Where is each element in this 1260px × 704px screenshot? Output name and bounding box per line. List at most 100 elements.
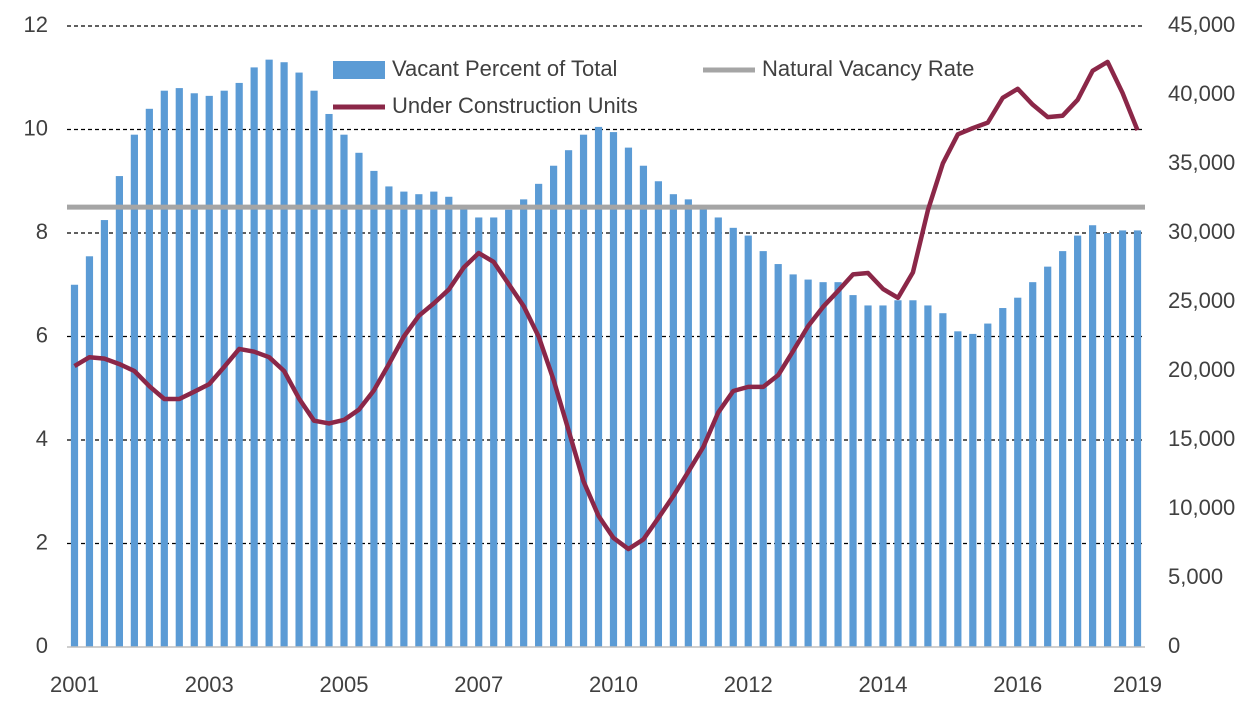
y2-tick-label: 20,000: [1168, 357, 1235, 382]
bar: [759, 251, 767, 648]
bar: [1133, 230, 1142, 647]
bar: [1088, 225, 1097, 648]
bar: [894, 300, 902, 647]
bar: [774, 264, 782, 647]
x-tick-label: 2016: [993, 672, 1042, 697]
bar: [969, 333, 977, 647]
bar: [235, 82, 243, 648]
x-tick-label: 2005: [320, 672, 369, 697]
bar: [475, 217, 483, 647]
x-tick-label: 2019: [1113, 672, 1162, 697]
y-tick-label: 8: [36, 219, 48, 244]
bar: [954, 331, 962, 647]
bar: [864, 305, 872, 647]
bar: [145, 108, 153, 648]
bar: [924, 305, 932, 647]
bar: [594, 126, 603, 648]
bar: [789, 274, 797, 647]
bar: [370, 170, 378, 647]
y2-tick-label: 5,000: [1168, 564, 1223, 589]
bar: [445, 196, 453, 647]
legend-label: Natural Vacancy Rate: [762, 56, 974, 81]
y2-tick-label: 0: [1168, 633, 1180, 658]
y2-tick-label: 35,000: [1168, 150, 1235, 175]
bar: [819, 282, 827, 647]
bar: [400, 191, 408, 647]
bar: [1044, 266, 1052, 647]
legend-label: Under Construction Units: [392, 93, 638, 118]
bar: [744, 235, 752, 647]
bar: [1029, 282, 1037, 647]
y-tick-label: 10: [24, 115, 48, 140]
bar: [70, 284, 79, 647]
bar: [175, 88, 183, 648]
x-tick-label: 2012: [724, 672, 773, 697]
bar: [804, 279, 812, 647]
x-tick-label: 2003: [185, 672, 234, 697]
bar: [385, 186, 393, 648]
y2-tick-label: 10,000: [1168, 495, 1235, 520]
bar: [1103, 233, 1112, 647]
y-tick-label: 12: [24, 12, 48, 37]
bar: [355, 152, 363, 647]
bar: [340, 134, 348, 648]
x-tick-label: 2007: [454, 672, 503, 697]
bar: [460, 207, 468, 647]
bar: [984, 323, 992, 647]
bar: [1074, 235, 1082, 647]
y-tick-label: 4: [36, 426, 48, 451]
bar: [430, 191, 438, 647]
legend-swatch: [333, 61, 385, 79]
bar: [325, 113, 333, 648]
bar: [834, 282, 842, 647]
bar: [684, 199, 692, 648]
bar: [100, 220, 109, 647]
bar: [310, 90, 318, 647]
x-tick-label: 2001: [50, 672, 99, 697]
bar: [879, 305, 887, 647]
bar: [280, 62, 288, 648]
x-tick-label: 2014: [859, 672, 908, 697]
bar: [579, 134, 588, 648]
bar: [624, 147, 633, 648]
line: [73, 59, 1140, 552]
bar: [520, 199, 528, 648]
bar: [849, 295, 857, 647]
bar: [1014, 297, 1022, 647]
bar: [654, 181, 663, 647]
bar: [729, 227, 737, 647]
bar: [85, 256, 94, 647]
bar: [714, 217, 722, 647]
bar: [115, 176, 124, 647]
bar: [190, 93, 198, 647]
y2-tick-label: 40,000: [1168, 81, 1235, 106]
x-tick-label: 2010: [589, 672, 638, 697]
bar: [205, 95, 213, 648]
y2-tick-label: 25,000: [1168, 288, 1235, 313]
y2-tick-label: 45,000: [1168, 12, 1235, 37]
legend-label: Vacant Percent of Total: [392, 56, 617, 81]
y2-tick-label: 15,000: [1168, 426, 1235, 451]
bar: [1059, 251, 1067, 648]
bar: [415, 194, 423, 647]
bar: [939, 313, 947, 647]
y-tick-label: 0: [36, 633, 48, 658]
bar: [669, 194, 677, 647]
bar: [535, 183, 543, 647]
bar: [490, 217, 498, 647]
bar: [999, 308, 1007, 647]
bar: [549, 165, 558, 647]
bar: [505, 209, 513, 647]
bar: [609, 132, 618, 647]
bar: [699, 207, 707, 647]
y-tick-label: 2: [36, 529, 48, 554]
bar: [250, 67, 258, 647]
y2-tick-label: 30,000: [1168, 219, 1235, 244]
bar: [160, 90, 168, 647]
bar: [130, 134, 138, 648]
bar: [1118, 230, 1127, 647]
bar: [909, 300, 917, 647]
bar: [295, 72, 303, 647]
bar: [265, 59, 273, 647]
